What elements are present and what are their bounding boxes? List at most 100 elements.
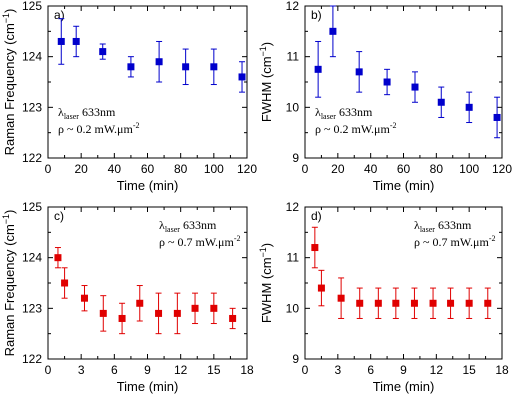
- x-tick-label: 60: [141, 162, 155, 176]
- data-point: [314, 65, 322, 73]
- power-density-annotation: ρ ~ 0.7 mW.μm-2: [414, 234, 495, 249]
- data-point: [355, 68, 363, 76]
- x-tick-label: 12: [174, 363, 188, 377]
- data-point: [411, 83, 419, 91]
- laser-wavelength-annotation: λlaser 633nm: [58, 105, 116, 121]
- y-tick-label: 125: [22, 200, 42, 214]
- x-tick-label: 0: [45, 363, 52, 377]
- data-point: [429, 299, 437, 307]
- panel-label: b): [311, 8, 322, 22]
- y-tick-label: 124: [22, 50, 42, 64]
- laser-wavelength-annotation: λlaser 633nm: [315, 105, 373, 121]
- x-tick-label: 40: [364, 162, 378, 176]
- chart-panel-3: 0 3 6 9 12 15 18 122 123 124 125 Time (min) Raman Fr…: [1, 200, 254, 394]
- power-density-annotation: ρ ~ 0.7 mW.μm-2: [159, 234, 240, 249]
- data-point: [374, 299, 382, 307]
- x-tick-label: 100: [204, 162, 224, 176]
- data-point: [191, 304, 199, 312]
- data-point: [229, 314, 237, 322]
- power-density-annotation: ρ ~ 0.2 mW.μm-2: [58, 121, 139, 136]
- data-point: [99, 48, 107, 56]
- y-axis-title: FWHM (cm−1): [258, 243, 274, 323]
- x-tick-label: 15: [462, 363, 476, 377]
- data-point: [337, 294, 345, 302]
- x-tick-label: 0: [302, 162, 309, 176]
- x-tick-label: 80: [430, 162, 444, 176]
- y-tick-label: 10: [286, 100, 300, 114]
- power-density-annotation: ρ ~ 0.2 mW.μm-2: [315, 121, 396, 136]
- plot-frame: [47, 206, 248, 360]
- panel-label: d): [311, 209, 322, 223]
- data-point: [493, 113, 501, 121]
- chart-panel-1: 0 20 40 60 80 100 120 122 123 124 125 Time (min) Ram…: [1, 0, 257, 193]
- x-tick-label: 18: [240, 363, 254, 377]
- data-point: [173, 309, 181, 317]
- y-tick-label: 11: [287, 251, 300, 265]
- x-tick-label: 0: [302, 363, 309, 377]
- data-point: [80, 294, 88, 302]
- data-point: [447, 299, 455, 307]
- x-tick-label: 12: [430, 363, 444, 377]
- plot-frame: [304, 206, 503, 360]
- x-tick-label: 3: [334, 363, 341, 377]
- data-point: [118, 314, 126, 322]
- data-point: [437, 98, 445, 106]
- data-point: [54, 254, 62, 262]
- y-axis-title: Raman Frequency (cm−1): [1, 210, 17, 357]
- x-tick-label: 120: [492, 162, 512, 176]
- x-tick-label: 80: [174, 162, 188, 176]
- data-point: [238, 73, 246, 81]
- data-point: [61, 279, 69, 287]
- x-tick-label: 20: [74, 162, 88, 176]
- data-point: [410, 299, 418, 307]
- data-point: [99, 309, 107, 317]
- y-tick-label: 10: [286, 301, 300, 315]
- panel-label: c): [54, 209, 64, 223]
- data-point: [210, 63, 218, 71]
- y-axis-title: Raman Frequency (cm−1): [1, 9, 17, 156]
- chart-panel-4: 0 3 6 9 12 15 18 9 10 11 12 Time (min) FWHM (cm−1) d)…: [258, 200, 509, 394]
- data-point: [465, 299, 473, 307]
- y-tick-label: 9: [292, 151, 299, 165]
- data-point: [72, 37, 80, 45]
- data-point: [311, 244, 319, 252]
- x-axis-title: Time (min): [373, 379, 435, 394]
- x-tick-label: 0: [45, 162, 52, 176]
- y-tick-label: 122: [22, 151, 42, 165]
- x-tick-label: 60: [397, 162, 411, 176]
- y-tick-label: 125: [22, 0, 42, 13]
- x-tick-label: 100: [459, 162, 479, 176]
- x-tick-label: 6: [367, 363, 374, 377]
- y-tick-label: 123: [22, 301, 42, 315]
- data-point: [392, 299, 400, 307]
- x-tick-label: 3: [78, 363, 85, 377]
- y-tick-label: 9: [292, 352, 299, 366]
- data-point: [210, 304, 218, 312]
- data-point: [465, 103, 473, 111]
- data-point: [57, 37, 65, 45]
- data-point: [383, 78, 391, 86]
- laser-wavelength-annotation: λlaser 633nm: [159, 218, 217, 234]
- x-tick-label: 9: [144, 363, 151, 377]
- x-tick-label: 20: [331, 162, 345, 176]
- laser-wavelength-annotation: λlaser 633nm: [414, 218, 472, 234]
- y-axis-title: FWHM (cm−1): [258, 42, 274, 122]
- data-point: [155, 309, 163, 317]
- y-tick-label: 11: [287, 50, 300, 64]
- x-tick-label: 15: [207, 363, 221, 377]
- data-point: [356, 299, 364, 307]
- x-tick-label: 120: [237, 162, 257, 176]
- y-tick-label: 122: [22, 352, 42, 366]
- data-point: [182, 63, 190, 71]
- x-axis-title: Time (min): [117, 379, 179, 394]
- data-point: [329, 27, 337, 35]
- data-point: [484, 299, 492, 307]
- panel-label: a): [54, 8, 65, 22]
- x-axis-title: Time (min): [373, 178, 435, 193]
- x-axis-title: Time (min): [117, 178, 179, 193]
- x-tick-label: 18: [495, 363, 509, 377]
- data-point: [127, 63, 135, 71]
- y-tick-label: 12: [286, 0, 300, 13]
- chart-panel-2: 0 20 40 60 80 100 120 9 10 11 12 Time (min) FWHM (cm…: [258, 0, 512, 193]
